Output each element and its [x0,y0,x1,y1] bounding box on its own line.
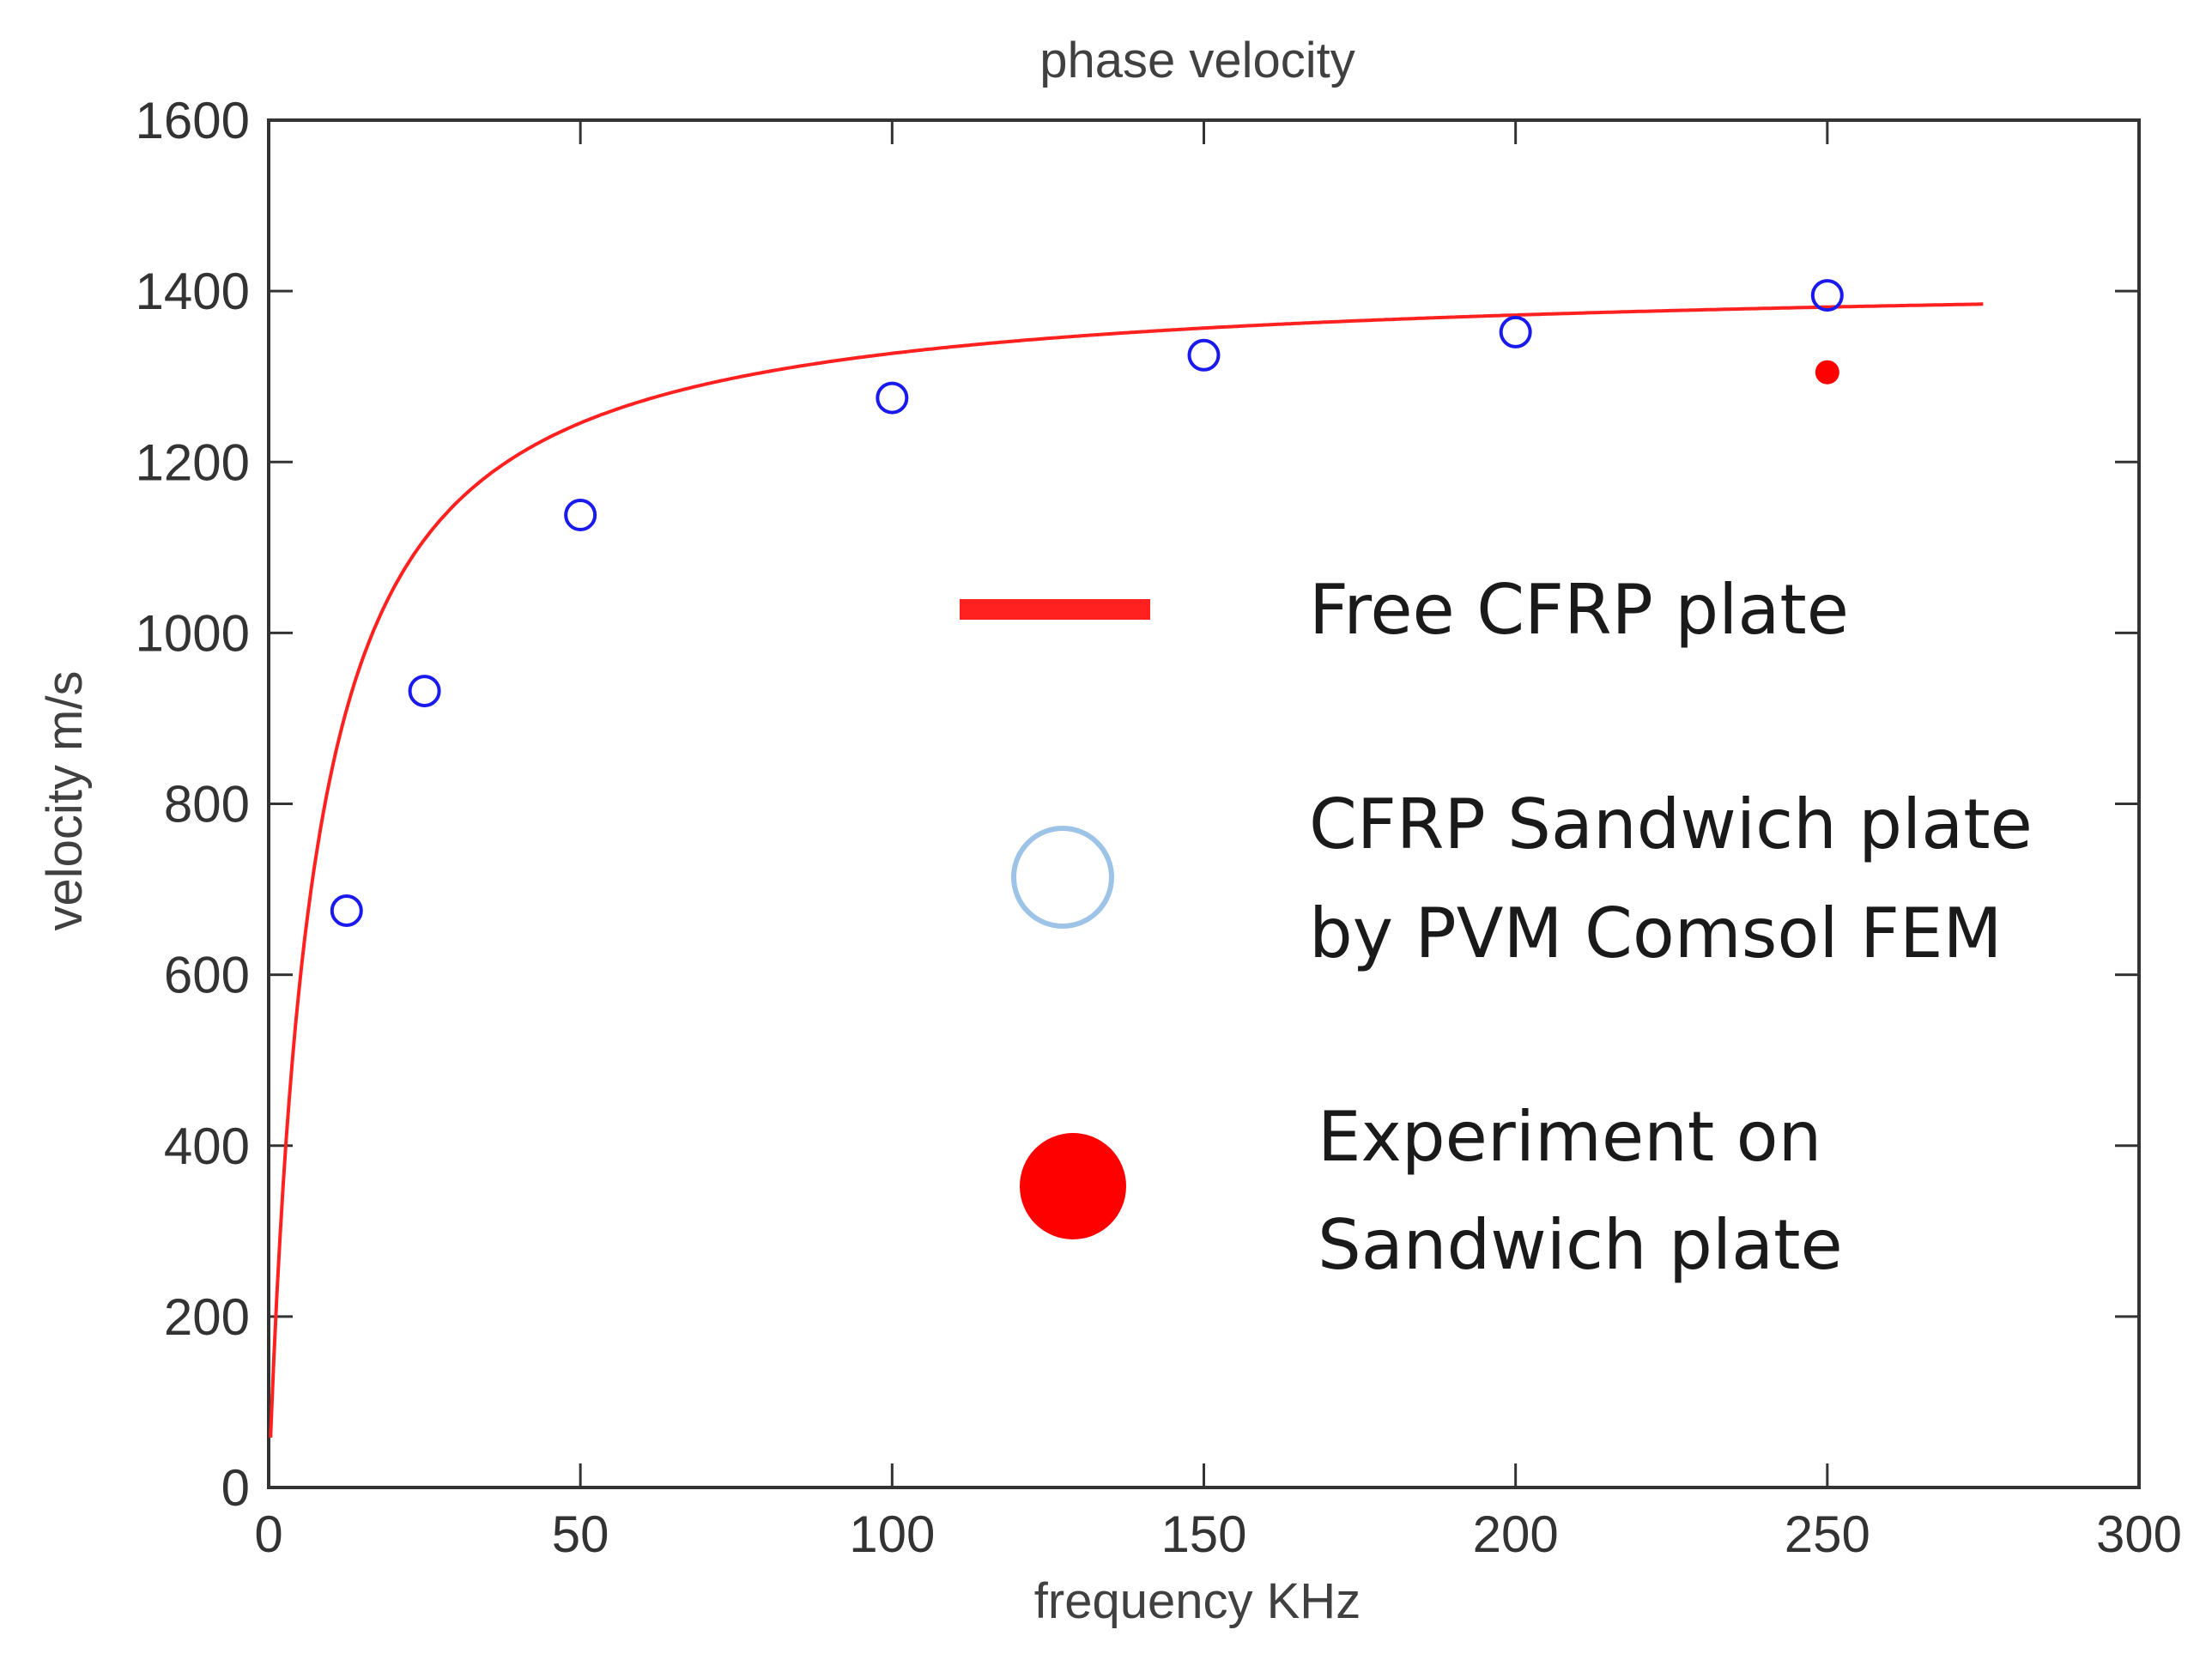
legend-open-circle-swatch [1011,826,1114,929]
x-tick-label: 300 [2096,1506,2182,1563]
y-tick-label: 600 [164,947,250,1004]
fem-point-marker [330,894,363,927]
y-tick-label: 1600 [136,92,250,149]
x-tick-label: 0 [254,1506,282,1563]
legend-label-experiment-line-2: Sandwich plate [1318,1205,1843,1285]
x-axis-title: frequency KHz [1034,1573,1361,1629]
y-tick-label: 400 [164,1118,250,1175]
x-tick-label: 150 [1161,1506,1246,1563]
legend-label-fem-line-1: CFRP Sandwich plate [1309,785,2033,864]
y-tick-label: 1200 [136,433,250,491]
x-tick-label: 50 [552,1506,609,1563]
y-tick-label: 1000 [136,604,250,662]
y-tick-label: 1400 [136,263,250,320]
y-axis-title: velocity m/s [37,671,93,931]
x-tick-label: 200 [1473,1506,1559,1563]
fem-point-marker [876,381,909,415]
legend-filled-dot-swatch [1020,1133,1126,1239]
legend-label-free-cfrp-plate: Free CFRP plate [1309,570,1849,650]
legend-label-experiment-line-1: Experiment on [1318,1097,1821,1177]
plot-frame [267,118,2141,1489]
fem-point-marker [564,498,597,531]
plot-area: 0 50 100 150 200 250 300 0 200 400 600 800 1000 1200 1… [136,92,2183,1563]
chart-title: phase velocity [1039,33,1355,88]
legend-label-fem-line-2: by PVM Comsol FEM [1309,894,2003,973]
x-tick-label: 250 [1785,1506,1870,1563]
fem-point-marker [1187,338,1221,372]
fem-point-marker [1810,279,1844,312]
x-tick-label: 100 [849,1506,935,1563]
y-tick-label: 200 [164,1288,250,1346]
fem-point-marker [408,675,441,708]
legend: Free CFRP plate CFRP Sandwich plate by PVM… [960,570,2033,1285]
y-tick-label: 800 [164,776,250,833]
series-free-cfrp-plate-line [269,302,1984,1438]
y-tick-label: 0 [221,1459,250,1517]
experiment-point-marker [1815,360,1839,385]
fem-point-marker [1499,315,1532,348]
